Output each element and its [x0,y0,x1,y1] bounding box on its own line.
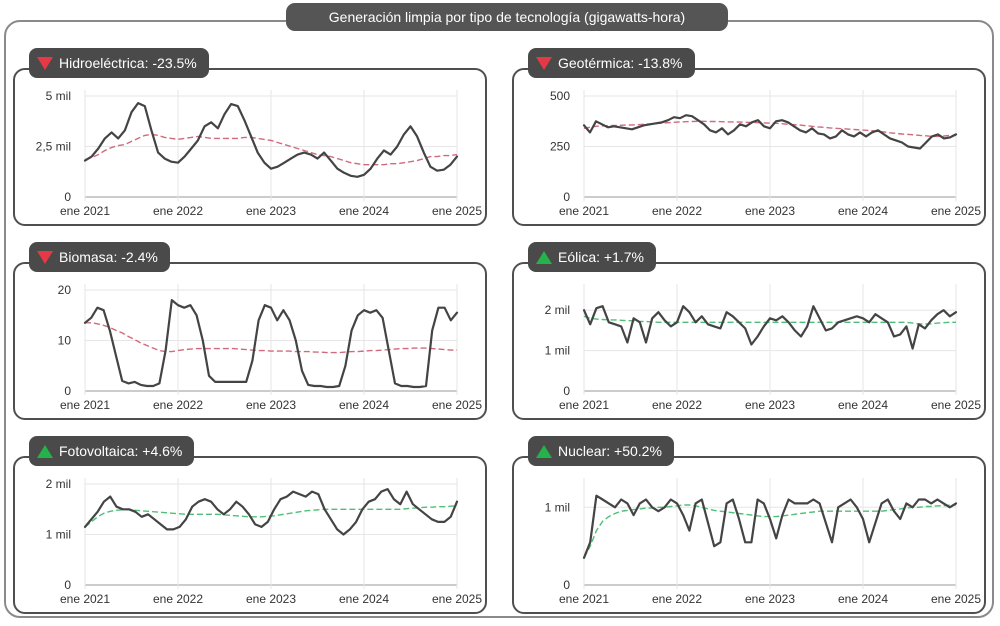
y-tick-label: 0 [563,190,570,204]
x-tick-label: ene 2023 [246,398,296,412]
x-tick-label: ene 2021 [60,398,110,412]
panel-label: Hidroeléctrica: -23.5% [59,55,197,71]
series-line-actual [582,114,958,150]
y-tick-label: 2 mil [545,303,570,317]
y-tick-label: 0 [64,190,71,204]
series-line-trend [583,315,956,325]
y-tick-label: 0 [563,384,570,398]
x-tick-label: ene 2023 [246,204,296,218]
y-tick-label: 5 mil [46,89,71,103]
panel-badge: Fotovoltaica: +4.6% [29,436,195,466]
change-indicator-icon [536,250,552,264]
y-tick-label: 0 [64,578,71,592]
series-line-trend [583,120,956,138]
x-tick-label: ene 2024 [339,398,389,412]
x-tick-label: ene 2025 [931,398,981,412]
y-tick-label: 0 [64,384,71,398]
y-tick-label: 500 [550,89,570,103]
y-tick-label: 2,5 mil [36,140,71,154]
panel-badge: Biomasa: -2.4% [29,242,170,272]
x-tick-label: ene 2021 [559,592,609,606]
y-tick-label: 2 mil [46,477,71,491]
change-indicator-icon [37,56,53,70]
change-indicator-icon [37,250,53,264]
chart-panel-geotermica: Geotérmica: -13.8% 0 250 500 ene 2021 ene 20… [512,48,986,226]
change-indicator-icon [536,444,552,458]
x-tick-label: ene 2022 [652,204,702,218]
x-tick-label: ene 2021 [60,592,110,606]
series-line-trend [85,322,457,354]
x-tick-label: ene 2024 [339,592,389,606]
line-chart-eolica: 0 1 mil 2 mil ene 2021 ene 2022 ene 2023 ene 2… [545,284,981,412]
x-tick-label: ene 2024 [838,398,888,412]
x-tick-label: ene 2022 [652,592,702,606]
chart-panel-fotovoltaica: Fotovoltaica: +4.6% 0 1 mil 2 mil ene 2021 e… [13,436,487,614]
panel-label: Nuclear: +50.2% [558,443,662,459]
change-indicator-icon [536,56,552,70]
x-tick-label: ene 2022 [652,398,702,412]
line-chart-nuclear: 0 1 mil ene 2021 ene 2022 ene 2023 ene 2024 en… [545,478,981,606]
panel-badge: Nuclear: +50.2% [528,436,674,466]
x-tick-label: ene 2022 [153,204,203,218]
x-tick-label: ene 2023 [246,592,296,606]
panel-badge: Geotérmica: -13.8% [528,48,695,78]
y-tick-label: 250 [550,140,570,154]
y-tick-label: 1 mil [545,500,570,514]
x-tick-label: ene 2025 [432,592,482,606]
x-tick-label: ene 2024 [339,204,389,218]
series-line-actual [83,488,459,536]
y-tick-label: 1 mil [545,344,570,358]
y-tick-label: 10 [58,334,72,348]
x-tick-label: ene 2022 [153,398,203,412]
x-tick-label: ene 2021 [559,398,609,412]
panel-badge: Hidroeléctrica: -23.5% [29,48,209,78]
line-chart-biomasa: 0 10 20 ene 2021 ene 2022 ene 2023 ene 2024 ene… [58,283,483,412]
panel-label: Biomasa: -2.4% [59,249,158,265]
x-tick-label: ene 2025 [432,204,482,218]
x-tick-label: ene 2025 [931,592,981,606]
chart-panel-biomasa: Biomasa: -2.4% 0 10 20 ene 2021 ene 2022 ene … [13,242,487,420]
series-line-actual [83,101,459,178]
y-tick-label: 20 [58,283,72,297]
line-chart-fotovoltaica: 0 1 mil 2 mil ene 2021 ene 2022 ene 2023 ene 2… [46,477,483,606]
panel-label: Fotovoltaica: +4.6% [59,443,183,459]
panel-label: Eólica: +1.7% [558,249,644,265]
chart-panel-nuclear: Nuclear: +50.2% 0 1 mil ene 2021 ene 2022 en… [512,436,986,614]
dashboard-title: Generación limpia por tipo de tecnología… [286,3,728,31]
panel-badge: Eólica: +1.7% [528,242,656,272]
x-tick-label: ene 2022 [153,592,203,606]
series-line-actual [582,494,958,559]
x-tick-label: ene 2023 [745,398,795,412]
x-tick-label: ene 2021 [559,204,609,218]
panel-label: Geotérmica: -13.8% [558,55,683,71]
x-tick-label: ene 2021 [60,204,110,218]
y-tick-label: 0 [563,578,570,592]
x-tick-label: ene 2024 [838,204,888,218]
x-tick-label: ene 2023 [745,592,795,606]
chart-panel-eolica: Eólica: +1.7% 0 1 mil 2 mil ene 2021 ene 202… [512,242,986,420]
x-tick-label: ene 2023 [745,204,795,218]
chart-panel-hidroelectrica: Hidroeléctrica: -23.5% 0 2,5 mil 5 mil ene … [13,48,487,226]
line-chart-hidroelectrica: 0 2,5 mil 5 mil ene 2021 ene 2022 ene 2023 ene… [36,89,483,218]
series-line-actual [83,298,459,389]
x-tick-label: ene 2025 [432,398,482,412]
series-line-actual [582,305,958,350]
line-chart-geotermica: 0 250 500 ene 2021 ene 2022 ene 2023 ene 2024 e… [550,89,981,218]
y-tick-label: 1 mil [46,528,71,542]
series-line-trend [84,133,458,166]
x-tick-label: ene 2024 [838,592,888,606]
change-indicator-icon [37,444,53,458]
x-tick-label: ene 2025 [931,204,981,218]
